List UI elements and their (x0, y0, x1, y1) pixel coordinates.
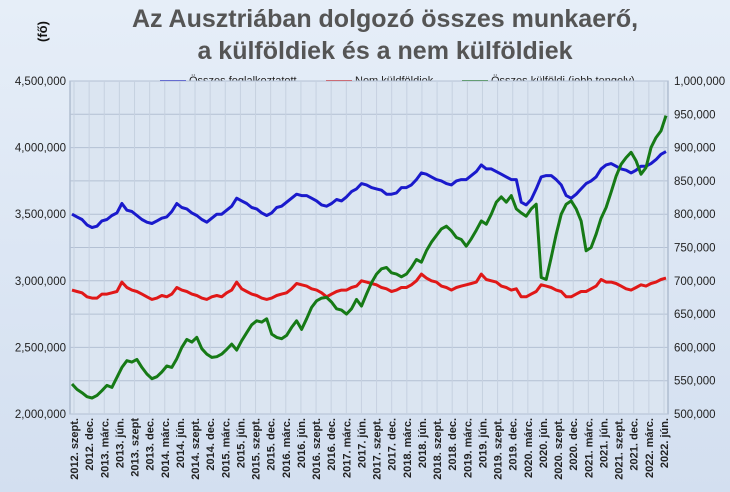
x-axis-tick-label: 2013. jún. (114, 418, 126, 468)
right-axis-tick-label: 1,000,000 (674, 76, 725, 88)
series-line-2 (70, 115, 668, 400)
left-axis-tick-label: 2,000,000 (15, 409, 66, 421)
right-axis-tick-label: 850,000 (674, 176, 716, 188)
right-axis-tick-label: 800,000 (674, 209, 716, 221)
x-axis-tick-label: 2022. márc. (644, 418, 656, 478)
x-axis-tick-label: 2021. dec. (629, 418, 641, 471)
x-axis-tick-label: 2017. márc. (341, 418, 353, 478)
x-axis-tick-label: 2019. dec. (508, 418, 520, 471)
right-axis-tick-label: 900,000 (674, 143, 716, 155)
x-axis-tick-label: 2017. jún. (356, 418, 368, 468)
x-axis-tick-label: 2017. szept. (372, 418, 384, 480)
x-axis-tick-label: 2012. szept. (69, 418, 81, 480)
x-axis-tick-label: 2018. márc. (402, 418, 414, 478)
x-axis-tick-label: 2018. dec. (447, 418, 459, 471)
x-axis-tick-label: 2013. szept (130, 418, 142, 477)
x-axis-tick-label: 2012. dec. (84, 418, 96, 471)
x-axis-tick-label: 2020. jún. (538, 418, 550, 468)
x-axis-tick-label: 2018. jún. (417, 418, 429, 468)
x-axis-tick-label: 2015. márc. (220, 418, 232, 478)
left-axis-tick-label: 3,000,000 (15, 276, 66, 288)
x-axis-tick-label: 2020. dec. (568, 418, 580, 471)
x-axis-tick-label: 2013. márc. (99, 418, 111, 478)
x-axis-tick-label: 2019. szept. (493, 418, 505, 480)
right-axis-tick-label: 500,000 (674, 409, 716, 421)
right-axis-tick-label: 950,000 (674, 109, 716, 121)
right-axis-tick-label: 650,000 (674, 309, 716, 321)
x-axis-tick-label: 2016. dec. (326, 418, 338, 471)
left-axis-tick-label: 4,000,000 (15, 143, 66, 155)
x-axis-tick-label: 2015. dec. (266, 418, 278, 471)
right-axis-tick-label: 600,000 (674, 342, 716, 354)
left-axis-tick-label: 2,500,000 (15, 342, 66, 354)
x-axis-tick-label: 2015. jún. (235, 418, 247, 468)
x-axis-tick-label: 2013. dec. (145, 418, 157, 471)
x-axis-tick-label: 2020. márc. (523, 418, 535, 478)
x-axis-tick-label: 2015. szept. (251, 418, 263, 480)
x-axis-tick-label: 2014. dec. (205, 418, 217, 471)
x-axis-tick-label: 2016. márc. (281, 418, 293, 478)
right-axis-tick-label: 550,000 (674, 376, 716, 388)
x-axis-tick-label: 2021. szept. (614, 418, 626, 480)
right-axis-tick-label: 750,000 (674, 243, 716, 255)
chart-title-line2: a külföldiek és a nem külföldiek (197, 37, 573, 65)
x-axis-tick-label: 2014. márc. (160, 418, 172, 478)
x-axis-tick-label: 2014. jún. (175, 418, 187, 468)
x-axis-tick-label: 2022. jún. (659, 418, 671, 468)
series-line-1 (71, 272, 667, 301)
left-axis-tick-label: 4,500,000 (15, 76, 66, 88)
x-axis-tick-label: 2018. szept. (432, 418, 444, 480)
x-axis-tick-label: 2019. márc. (462, 418, 474, 478)
x-axis-tick-label: 2016. szept. (311, 418, 323, 480)
left-axis-tick-label: 3,500,000 (15, 209, 66, 221)
chart-title-line1: Az Ausztriában dolgozó összes munkaerő, (131, 5, 639, 33)
x-axis-tick-label: 2017. dec. (387, 418, 399, 471)
right-axis-tick-label: 700,000 (674, 276, 716, 288)
x-axis-tick-label: 2021. márc. (583, 418, 595, 478)
x-axis-tick-label: 2014. szept. (190, 418, 202, 480)
x-axis-tick-label: 2021. jún. (598, 418, 610, 468)
series-line-0 (71, 150, 667, 229)
x-axis-tick-label: 2019. jún. (477, 418, 489, 468)
x-axis-tick-label: 2016. jún. (296, 418, 308, 468)
x-axis-tick-label: 2020. szept. (553, 418, 565, 480)
